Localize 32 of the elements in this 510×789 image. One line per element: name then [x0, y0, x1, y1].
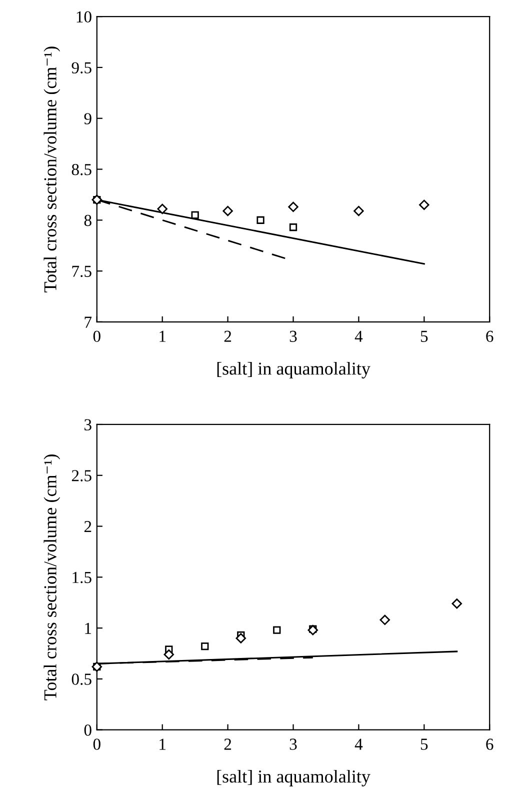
y-tick-label: 7.5 — [72, 266, 92, 278]
y-tick-label: 9 — [84, 113, 92, 124]
x-axis-title: [salt] in aquamolality — [217, 362, 370, 378]
y-tick-label: 0 — [84, 724, 92, 736]
y-tick-label: 9.5 — [72, 62, 92, 74]
x-tick-label: 4 — [354, 330, 363, 342]
x-tick-label: 4 — [354, 738, 363, 750]
y-tick-label: 3 — [84, 419, 92, 430]
y-tick-label: 10 — [76, 11, 92, 23]
y-tick-label: 1.5 — [72, 572, 92, 584]
x-tick-label: 2 — [224, 330, 232, 342]
x-tick-label: 3 — [290, 330, 297, 342]
y-tick-label: 0.5 — [72, 674, 92, 685]
x-tick-label: 1 — [160, 330, 166, 342]
x-tick-label: 5 — [420, 330, 428, 342]
x-tick-label: 1 — [160, 738, 166, 750]
y-tick-label: 2 — [84, 521, 92, 532]
x-tick-label: 2 — [224, 738, 232, 750]
y-tick-label: 7 — [84, 316, 92, 328]
x-tick-label: 0 — [93, 738, 100, 750]
y-tick-label: 8 — [84, 214, 92, 226]
x-tick-label: 0 — [93, 330, 100, 342]
x-axis-title: [salt] in aquamolality — [217, 770, 370, 786]
y-tick-label: 2.5 — [72, 470, 92, 482]
y-tick-label: 1 — [85, 622, 92, 634]
y-axis-title: Total cross section/volume (cm⁻¹) — [44, 454, 60, 700]
x-tick-label: 3 — [290, 738, 297, 750]
y-tick-label: 8.5 — [72, 164, 92, 176]
y-axis-title: Total cross section/volume (cm⁻¹) — [44, 46, 60, 292]
x-tick-label: 5 — [420, 738, 428, 750]
x-tick-label: 6 — [486, 330, 494, 342]
x-tick-label: 6 — [486, 738, 494, 750]
